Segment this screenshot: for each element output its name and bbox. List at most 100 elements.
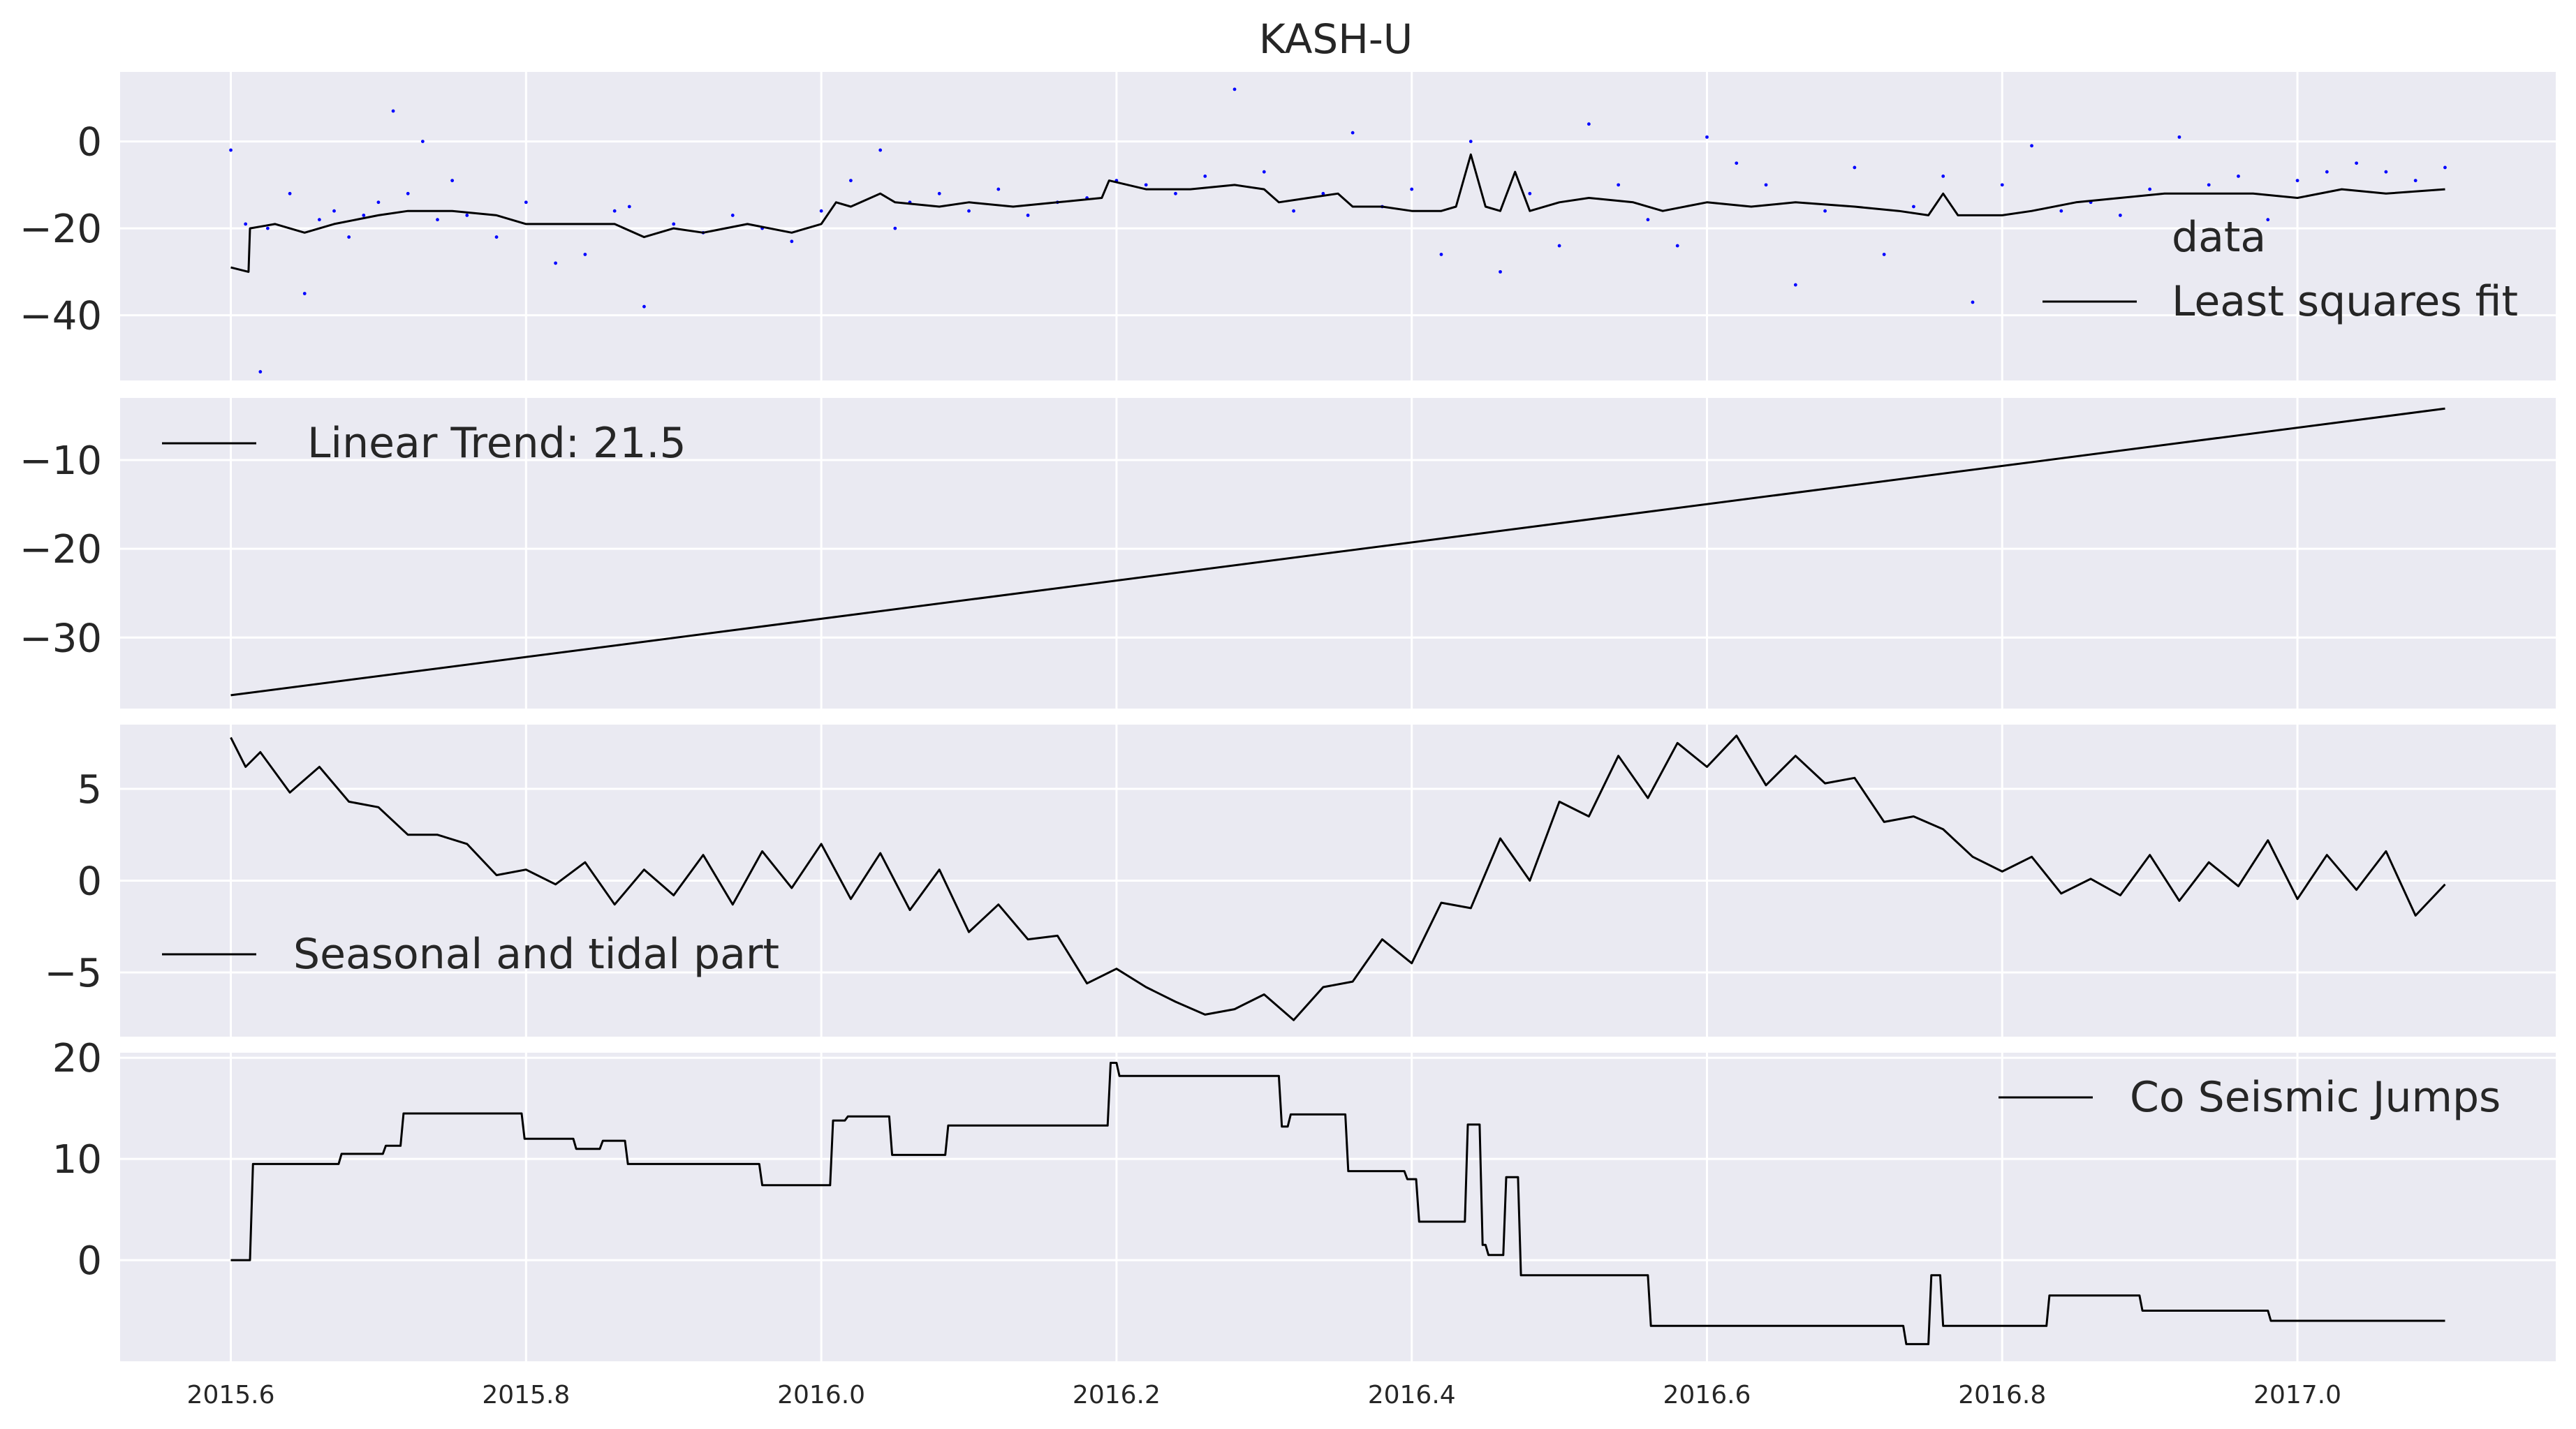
series-group <box>230 1062 2445 1345</box>
data-point <box>1262 170 1266 174</box>
data-point <box>937 191 941 195</box>
data-point <box>2059 209 2063 213</box>
x-tick-label: 2016.2 <box>1073 1381 1161 1409</box>
data-point <box>2443 165 2447 170</box>
legend-label: Seasonal and tidal part <box>293 930 779 979</box>
data-point <box>2355 161 2359 165</box>
data-point <box>420 140 425 144</box>
data-point <box>1587 122 1591 126</box>
data-point <box>1144 183 1148 187</box>
legend: Co Seismic Jumps <box>1999 1073 2501 1122</box>
data-point <box>1853 165 1857 170</box>
data-point <box>2118 214 2122 217</box>
legend-label: data <box>2172 213 2266 262</box>
data-point <box>1971 300 1975 304</box>
data-point <box>2030 144 2033 148</box>
data-point <box>1499 269 1502 274</box>
data-point <box>2295 179 2299 183</box>
data-point <box>465 214 469 217</box>
y-tick-label: −20 <box>20 527 102 572</box>
y-tick-label: 0 <box>77 1238 102 1284</box>
data-point <box>288 191 292 195</box>
y-tick-label: −10 <box>20 438 102 484</box>
x-tick-label: 2016.0 <box>777 1381 865 1409</box>
data-point <box>2177 135 2181 139</box>
panel-4: 20 10 0 Co Seismic Jumps <box>52 1036 2556 1361</box>
legend-label: Least squares fit <box>2172 277 2518 326</box>
data-point <box>1026 214 1030 217</box>
data-point <box>302 292 307 295</box>
data-point <box>1439 253 1443 256</box>
panel-3: 5 0 −5 Seasonal and tidal part <box>44 725 2556 1037</box>
data-point <box>967 209 971 213</box>
data-point <box>1321 191 1325 195</box>
x-tick-label: 2016.6 <box>1663 1381 1751 1409</box>
series-group <box>229 87 2447 373</box>
data-point <box>583 253 587 256</box>
data-point <box>391 109 395 113</box>
data-point <box>878 148 883 152</box>
series-line <box>230 1062 2445 1345</box>
data-point <box>1793 283 1797 287</box>
data-point <box>2237 175 2240 178</box>
data-point <box>1350 131 1355 135</box>
data-point <box>2148 187 2152 191</box>
data-point <box>1941 175 1945 178</box>
y-tick-label: 5 <box>77 767 102 813</box>
data-point <box>2266 218 2270 222</box>
data-point <box>258 370 263 373</box>
data-point <box>332 209 336 213</box>
data-point <box>436 218 439 222</box>
data-point <box>524 200 528 205</box>
series-group <box>230 734 2446 1021</box>
data-point <box>494 235 499 239</box>
data-point <box>1203 175 1207 178</box>
data-point <box>2000 183 2004 187</box>
data-point <box>450 179 455 183</box>
data-point <box>244 222 248 226</box>
legend: Seasonal and tidal part <box>162 930 779 979</box>
x-tick-label: 2015.6 <box>187 1381 275 1409</box>
data-point <box>627 205 631 209</box>
data-point <box>229 148 233 152</box>
data-point <box>672 222 676 226</box>
data-point <box>1232 87 1237 91</box>
data-point <box>1174 191 1177 195</box>
data-point <box>730 214 735 217</box>
data-point <box>1882 253 1886 256</box>
data-point <box>2325 170 2329 174</box>
data-point <box>362 214 366 217</box>
data-point <box>893 226 897 230</box>
panels: 0 −20 −40 data Least squares fit −10 −20 −30 Lin… <box>20 72 2556 1361</box>
x-tick-label: 2016.4 <box>1368 1381 1456 1409</box>
data-point <box>2384 170 2388 174</box>
y-tick-label: −40 <box>20 294 102 339</box>
series-line <box>230 407 2445 697</box>
data-point <box>1912 205 1915 209</box>
series-line <box>230 734 2446 1021</box>
x-tick-label: 2015.8 <box>482 1381 570 1409</box>
legend-label: Linear Trend: 21.5 <box>307 419 686 468</box>
data-point <box>1675 244 1679 248</box>
data-point <box>1469 140 1473 144</box>
data-point <box>1528 191 1532 195</box>
data-point <box>790 239 794 244</box>
y-tick-label: −5 <box>44 951 102 996</box>
data-point <box>1735 161 1739 165</box>
data-point <box>1705 135 1709 139</box>
panel-2: −10 −20 −30 Linear Trend: 21.5 <box>20 398 2556 709</box>
data-point <box>1823 209 1827 213</box>
y-tick-label: 0 <box>77 120 102 165</box>
data-point <box>642 304 646 309</box>
data-point <box>317 218 321 222</box>
series-group <box>230 407 2445 697</box>
data-point <box>996 187 1001 191</box>
chart-title: KASH-U <box>1259 15 1413 63</box>
data-point <box>2207 183 2211 187</box>
data-point <box>1617 183 1621 187</box>
legend-label: Co Seismic Jumps <box>2130 1073 2501 1122</box>
data-point <box>849 179 853 183</box>
y-tick-label: 20 <box>52 1036 102 1081</box>
data-point <box>1646 218 1650 222</box>
